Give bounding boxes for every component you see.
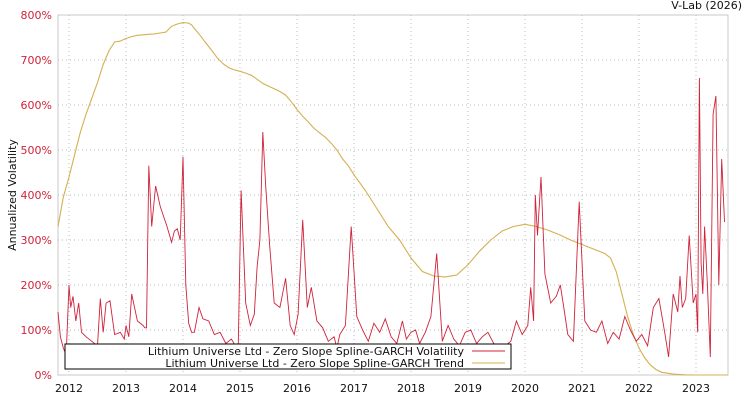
x-tick-label: 2021 — [568, 382, 596, 395]
y-tick-label: 800% — [21, 9, 52, 22]
x-tick-label: 2013 — [112, 382, 140, 395]
x-tick-label: 2014 — [169, 382, 197, 395]
y-axis-label: Annualized Volatility — [6, 139, 19, 251]
y-tick-label: 700% — [21, 54, 52, 67]
y-tick-label: 0% — [35, 369, 52, 382]
y-tick-label: 100% — [21, 324, 52, 337]
legend-box — [64, 343, 512, 370]
y-tick-label: 200% — [21, 279, 52, 292]
y-tick-label: 300% — [21, 234, 52, 247]
x-tick-label: 2015 — [226, 382, 254, 395]
x-tick-label: 2016 — [283, 382, 311, 395]
legend-label-trend: Lithium Universe Ltd - Zero Slope Spline… — [165, 357, 464, 370]
y-tick-label: 400% — [21, 189, 52, 202]
x-tick-label: 2019 — [454, 382, 482, 395]
trend-series-line — [57, 22, 728, 376]
y-tick-label: 600% — [21, 99, 52, 112]
x-tick-label: 2023 — [682, 382, 710, 395]
x-axis-ticks: 2012 2013 2014 2015 2016 2017 2018 2019 2020 2021… — [55, 382, 710, 395]
x-tick-label: 2012 — [55, 382, 83, 395]
plot-area-frame — [57, 14, 729, 376]
x-tick-label: 2018 — [397, 382, 425, 395]
chart-credit: V-Lab (2026) — [671, 0, 742, 12]
legend: Lithium Universe Ltd - Zero Slope Spline… — [64, 343, 512, 370]
volatility-series-line — [57, 77, 725, 358]
y-axis-ticks: 0% 100% 200% 300% 400% 500% 600% 700% 800% — [21, 9, 52, 382]
x-tick-label: 2017 — [340, 382, 368, 395]
x-tick-label: 2022 — [625, 382, 653, 395]
chart-grid — [58, 15, 728, 375]
x-tick-label: 2020 — [511, 382, 539, 395]
y-tick-label: 500% — [21, 144, 52, 157]
legend-label-volatility: Lithium Universe Ltd - Zero Slope Spline… — [148, 345, 465, 358]
